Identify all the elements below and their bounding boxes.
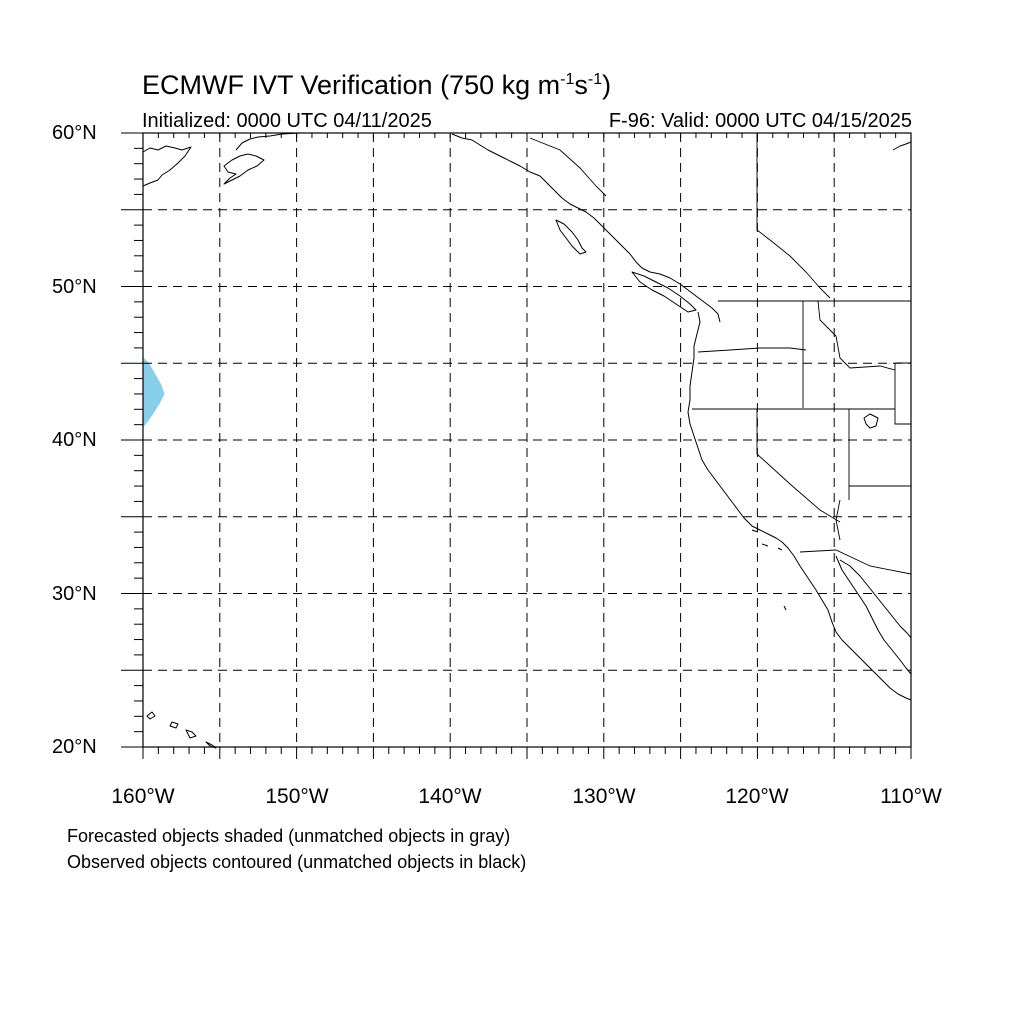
valid-time: F-96: Valid: 0000 UTC 04/15/2025 bbox=[608, 110, 912, 132]
us-west-coast bbox=[687, 311, 912, 701]
graticule bbox=[143, 133, 911, 747]
lon-label-120w: 120°W bbox=[725, 785, 789, 808]
great-salt-lake bbox=[863, 413, 879, 429]
panhandle-coast bbox=[451, 133, 721, 323]
forecast-objects bbox=[143, 357, 165, 428]
lon-label-130w: 130°W bbox=[572, 785, 636, 808]
colorado-river bbox=[835, 499, 841, 541]
idaho-montana-border bbox=[817, 300, 896, 371]
alaska-canada-border bbox=[529, 137, 607, 197]
alaska-peninsula-coast bbox=[142, 145, 192, 187]
observed-note: Observed objects contoured (unmatched ob… bbox=[67, 852, 527, 872]
vancouver-island bbox=[631, 271, 697, 313]
nw-territories-coast bbox=[892, 141, 912, 151]
us-mexico-border bbox=[799, 549, 912, 575]
lon-label-140w: 140°W bbox=[418, 785, 482, 808]
lon-label-150w: 150°W bbox=[265, 785, 329, 808]
wy-border bbox=[894, 362, 911, 425]
lon-label-110w: 110°W bbox=[880, 785, 942, 808]
lat-label-30: 30°N bbox=[52, 583, 97, 605]
axis-ticks bbox=[121, 132, 912, 759]
lon-label-160w: 160°W bbox=[111, 785, 175, 808]
initialized-time: Initialized: 0000 UTC 04/11/2025 bbox=[142, 110, 432, 132]
gulf-of-california bbox=[835, 555, 912, 675]
bc-alberta-border bbox=[756, 134, 831, 299]
forecast-note: Forecasted objects shaded (unmatched obj… bbox=[67, 826, 511, 846]
political-borders bbox=[529, 134, 912, 575]
lat-label-50: 50°N bbox=[52, 276, 97, 298]
lat-label-20: 20°N bbox=[52, 736, 97, 758]
alaska-islands bbox=[223, 153, 265, 185]
channel-islands bbox=[751, 529, 783, 551]
ca-nv-border bbox=[756, 409, 841, 523]
map-title: ECMWF IVT Verification (750 kg m-1s-1) bbox=[142, 70, 612, 100]
wa-or-border bbox=[697, 347, 807, 353]
bc-islands bbox=[555, 219, 587, 255]
guadalupe-island bbox=[783, 605, 787, 611]
forecast-ivt-object bbox=[143, 357, 165, 428]
mainland-mexico-coast bbox=[839, 559, 912, 639]
lat-label-60: 60°N bbox=[52, 122, 97, 144]
map-frame bbox=[142, 132, 912, 748]
lat-label-40: 40°N bbox=[52, 429, 97, 451]
alaska-south-coast bbox=[235, 132, 301, 151]
coastlines bbox=[142, 132, 912, 749]
hawaii-islands bbox=[146, 711, 217, 749]
